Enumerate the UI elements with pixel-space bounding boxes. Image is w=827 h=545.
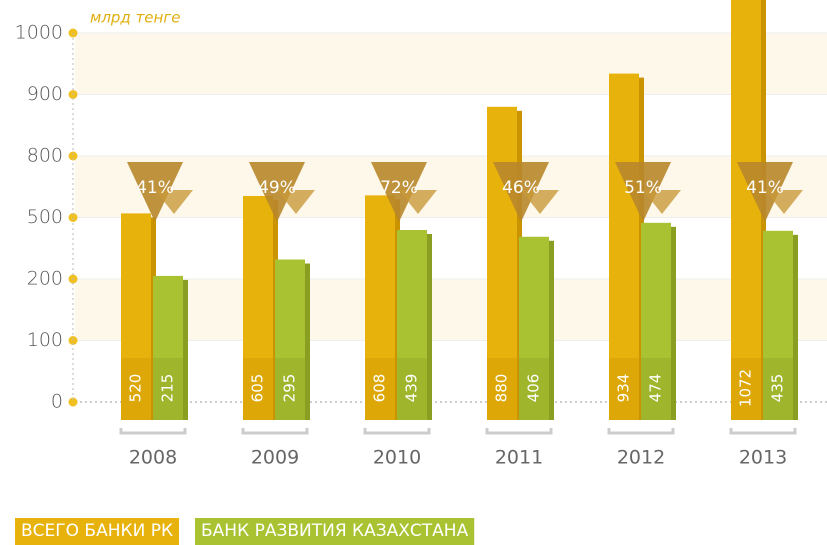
bar (519, 236, 549, 420)
percent-label: 49% (258, 178, 296, 198)
bar (275, 259, 305, 420)
unit-label: млрд тенге (90, 9, 180, 27)
bar (121, 213, 151, 420)
value-label: 608 (371, 374, 389, 403)
percent-label: 41% (746, 178, 784, 198)
percent-badge-shadow (765, 190, 803, 214)
percent-badge-shadow (277, 190, 315, 214)
bar-base (641, 358, 671, 420)
background (75, 32, 827, 403)
bar-side (305, 263, 310, 420)
bar (365, 195, 395, 420)
percent-badge-shadow (155, 190, 193, 214)
category-bracket (119, 428, 187, 435)
tick-dot (68, 213, 78, 222)
band (75, 33, 827, 95)
bar-base (731, 358, 761, 420)
bar-base (275, 358, 305, 420)
value-label: 1072 (737, 369, 755, 407)
y-tick-label: 1000 (15, 22, 63, 44)
bar-side (671, 226, 676, 420)
value-label: 474 (647, 374, 665, 403)
bar (243, 195, 273, 420)
bar-base (365, 358, 395, 420)
percent-badge (127, 162, 183, 222)
value-label: 605 (249, 374, 267, 403)
category-bracket (485, 428, 553, 435)
bar-base (243, 358, 273, 420)
value-label: 934 (615, 374, 633, 403)
bar-side (549, 240, 554, 420)
category-bracket (607, 428, 675, 435)
percent-label: 41% (136, 178, 174, 198)
bar-base (487, 358, 517, 420)
percent-label: 46% (502, 178, 540, 198)
y-tick-label: 900 (27, 83, 63, 105)
x-tick-label: 2008 (129, 447, 177, 469)
bar-side (427, 234, 432, 420)
bar (731, 0, 761, 420)
value-label: 435 (769, 374, 787, 403)
value-label: 520 (127, 374, 145, 403)
category-bracket (729, 428, 797, 435)
bar-base (153, 358, 183, 420)
bar-base (609, 358, 639, 420)
tick-dot (68, 336, 78, 345)
bar (487, 106, 517, 421)
bar (609, 73, 639, 420)
tick-dot (68, 151, 78, 161)
bar-side (793, 234, 798, 420)
bar-base (519, 358, 549, 420)
x-tick-label: 2012 (617, 447, 665, 469)
x-tick-label: 2011 (495, 447, 543, 469)
y-tick-label: 200 (27, 268, 63, 290)
legend-label: ВСЕГО БАНКИ РК (21, 521, 173, 541)
value-label: 295 (281, 374, 299, 403)
percent-badge-shadow (521, 190, 559, 214)
value-label: 880 (493, 374, 511, 403)
percent-badge-shadow (643, 190, 681, 214)
x-tick-label: 2009 (251, 447, 299, 469)
band (75, 279, 827, 341)
percent-badge-shadow (399, 190, 437, 214)
value-label: 406 (525, 374, 543, 403)
bar (153, 275, 183, 420)
legend-label: БАНК РАЗВИТИЯ КАЗАХСТАНА (201, 521, 469, 541)
bar-base (763, 358, 793, 420)
percent-badge (249, 162, 305, 222)
percent-label: 72% (380, 178, 418, 198)
legend-swatch (15, 518, 180, 545)
tick-dot (68, 397, 78, 407)
value-label: 439 (403, 374, 421, 403)
y-tick-label: 800 (27, 145, 63, 167)
y-tick-label: 0 (51, 391, 63, 413)
percent-badge (371, 162, 427, 222)
bar (397, 230, 427, 420)
bar (641, 222, 671, 420)
category-bracket (363, 428, 431, 435)
x-tick-label: 2010 (373, 447, 421, 469)
legend-swatch (195, 518, 475, 545)
y-tick-label: 100 (27, 329, 63, 351)
x-tick-label: 2013 (739, 447, 787, 469)
percent-badge (493, 162, 549, 222)
band (75, 156, 827, 218)
bar-base (121, 358, 151, 420)
percent-badge (737, 162, 793, 222)
percent-label: 51% (624, 178, 662, 198)
percent-badge (615, 162, 671, 222)
bar (763, 230, 793, 420)
bar-side (183, 279, 188, 420)
category-bracket (241, 428, 309, 435)
y-tick-label: 500 (27, 206, 63, 228)
bar-base (397, 358, 427, 420)
value-label: 215 (159, 374, 177, 403)
